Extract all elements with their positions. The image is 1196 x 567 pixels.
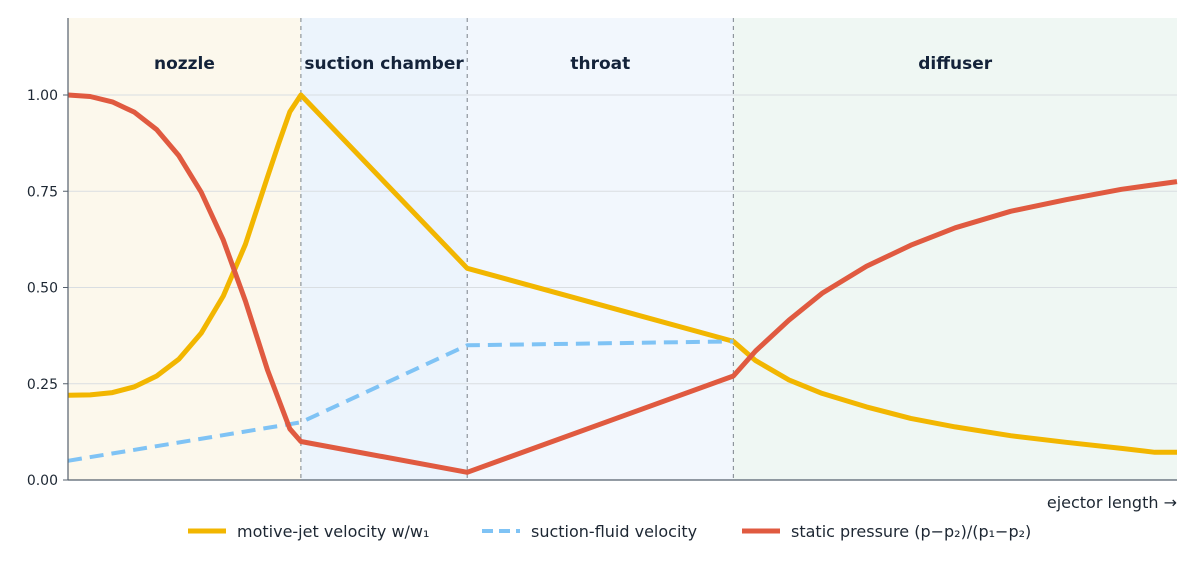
legend-label: suction-fluid velocity bbox=[531, 522, 697, 541]
zone-label: nozzle bbox=[154, 54, 215, 74]
zone-label: diffuser bbox=[918, 54, 993, 74]
legend: motive-jet velocity w/w₁ suction-fluid ve… bbox=[188, 522, 1031, 541]
zone-label: throat bbox=[570, 54, 630, 74]
zone-band bbox=[733, 18, 1177, 480]
series-line bbox=[67, 92, 1178, 475]
legend-label: motive-jet velocity w/w₁ bbox=[237, 522, 429, 541]
y-tick-label: 0.75 bbox=[27, 184, 58, 200]
y-gridlines bbox=[68, 94, 1177, 385]
y-tick-label: 0.25 bbox=[27, 377, 58, 393]
y-tick-label: 0.50 bbox=[27, 281, 58, 297]
y-ticks: 0.00 0.25 0.50 0.75 1.00 bbox=[27, 88, 68, 489]
y-tick-label: 1.00 bbox=[27, 88, 58, 104]
zone-backgrounds bbox=[68, 18, 1177, 480]
y-tick-label: 0.00 bbox=[27, 473, 58, 489]
series-line bbox=[67, 339, 734, 463]
series-line bbox=[67, 92, 1177, 455]
zone-boundaries bbox=[300, 18, 735, 480]
zone-band bbox=[68, 18, 301, 480]
zone-label: suction chamber bbox=[304, 54, 464, 74]
zone-labels: nozzle suction chamber throat diffuser bbox=[154, 54, 993, 74]
zone-band bbox=[467, 18, 734, 480]
zone-band bbox=[300, 18, 468, 480]
x-axis-title: ejector length → bbox=[1047, 493, 1177, 512]
legend-label: static pressure (p−p₂)/(p₁−p₂) bbox=[791, 522, 1031, 541]
series-lines bbox=[67, 92, 1178, 475]
